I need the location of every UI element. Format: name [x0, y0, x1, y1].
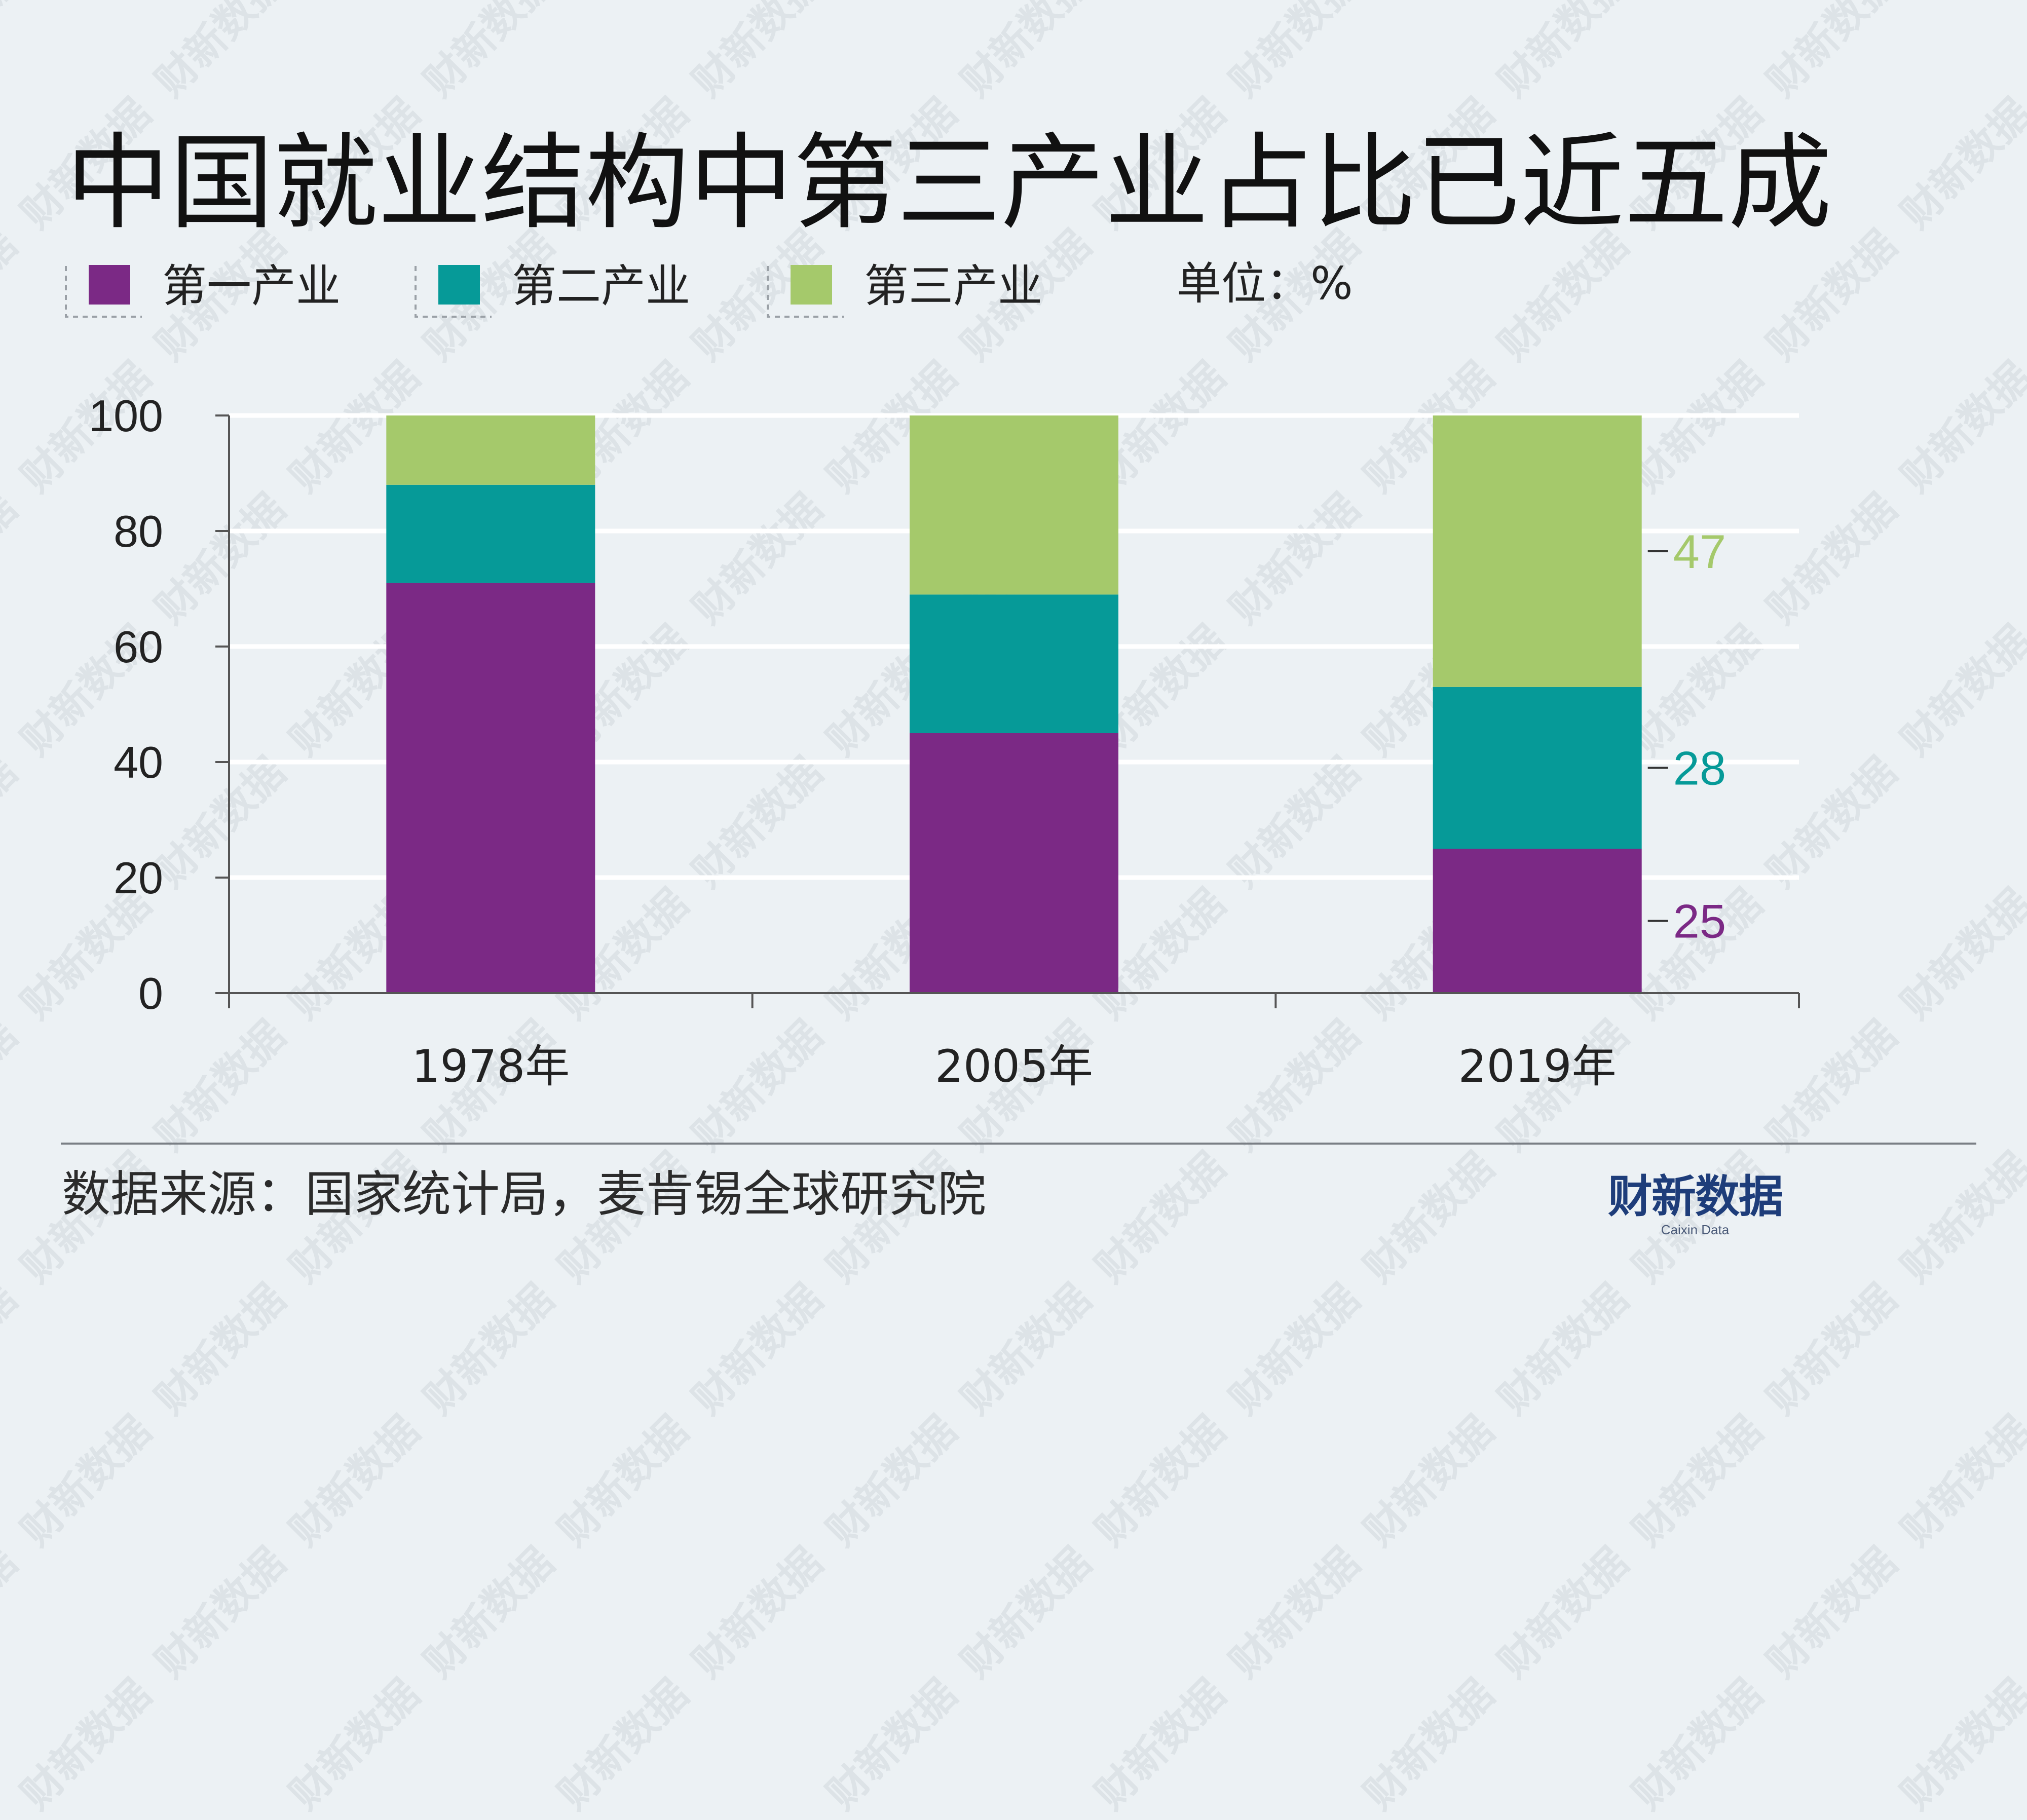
watermark: 财新数据 [280, 1407, 429, 1555]
data-label-28: 28 [1673, 741, 1726, 794]
x-tick-label: 1978年 [411, 1040, 570, 1092]
bar-3-segment-2 [1433, 687, 1642, 849]
watermark: 财新数据 [817, 1407, 966, 1555]
watermark: 财新数据 [415, 1538, 563, 1687]
brand-logo: 财新数据 Caixin Data [1601, 1174, 1789, 1238]
watermark: 财新数据 [952, 1538, 1100, 1687]
y-tick-label: 80 [114, 506, 163, 556]
bar-2-segment-2 [910, 594, 1118, 733]
source-note: 数据来源：国家统计局，麦肯锡全球研究院 [62, 1166, 986, 1223]
watermark: 财新数据 [1355, 1407, 1503, 1555]
watermark: 财新数据 [1086, 1670, 1234, 1818]
watermark: 财新数据 [1086, 1407, 1234, 1555]
watermark: 财新数据 [1355, 1670, 1503, 1818]
watermark: 财新数据 [1623, 1407, 1772, 1555]
unit-label: 单位：% [1177, 257, 1353, 310]
legend-label-3: 第三产业 [864, 260, 1042, 312]
watermark: 财新数据 [1220, 1538, 1369, 1687]
bar-1-segment-2 [386, 484, 595, 583]
watermark: 财新数据 [146, 1538, 294, 1687]
data-label-25: 25 [1673, 895, 1726, 948]
bar-2-segment-1 [910, 733, 1118, 993]
legend-frame [65, 266, 142, 318]
watermark: 财新数据 [12, 1407, 160, 1555]
watermark: 财新数据 [549, 1670, 697, 1818]
chart-title: 中国就业结构中第三产业占比已近五成 [66, 123, 1832, 244]
watermark: 财新数据 [1892, 1670, 2027, 1818]
watermark: 财新数据 [1623, 1670, 1772, 1818]
watermark: 财新数据 [280, 1670, 429, 1818]
y-tick-label: 20 [114, 853, 163, 903]
watermark: 财新数据 [549, 1407, 697, 1555]
brand-subtitle: Caixin Data [1661, 1222, 1730, 1237]
watermark: 财新数据 [12, 1670, 160, 1818]
legend-swatch-3 [791, 265, 832, 305]
watermark: 财新数据 [1892, 1407, 2027, 1555]
x-tick-label: 2005年 [935, 1040, 1093, 1092]
bar-1-segment-3 [386, 415, 595, 485]
legend-frame [415, 266, 492, 318]
bar-3-segment-1 [1433, 849, 1642, 993]
legend-swatch-1 [89, 265, 130, 305]
x-tick-label: 2019年 [1458, 1040, 1617, 1092]
legend-frame [767, 266, 844, 318]
y-tick-label: 100 [89, 391, 163, 441]
legend-label-1: 第一产业 [162, 260, 341, 312]
y-tick-label: 60 [114, 622, 163, 672]
y-tick-label: 40 [114, 737, 163, 787]
legend-label-2: 第二产业 [512, 260, 690, 312]
watermark: 财新数据 [0, 1538, 26, 1687]
watermark: 财新数据 [683, 1538, 832, 1687]
legend-swatch-2 [438, 265, 480, 305]
bar-1-segment-1 [386, 583, 595, 993]
data-label-47: 47 [1673, 525, 1726, 578]
y-tick-label: 0 [138, 968, 163, 1018]
brand-name: 财新数据 [1607, 1170, 1783, 1223]
watermark: 财新数据 [1489, 1538, 1637, 1687]
bar-3-segment-3 [1433, 415, 1642, 687]
watermark: 财新数据 [817, 1670, 966, 1818]
bar-2-segment-3 [910, 415, 1118, 595]
watermark: 财新数据 [1757, 1538, 1906, 1687]
watermark: 财新数据 [2020, 1532, 2027, 1688]
